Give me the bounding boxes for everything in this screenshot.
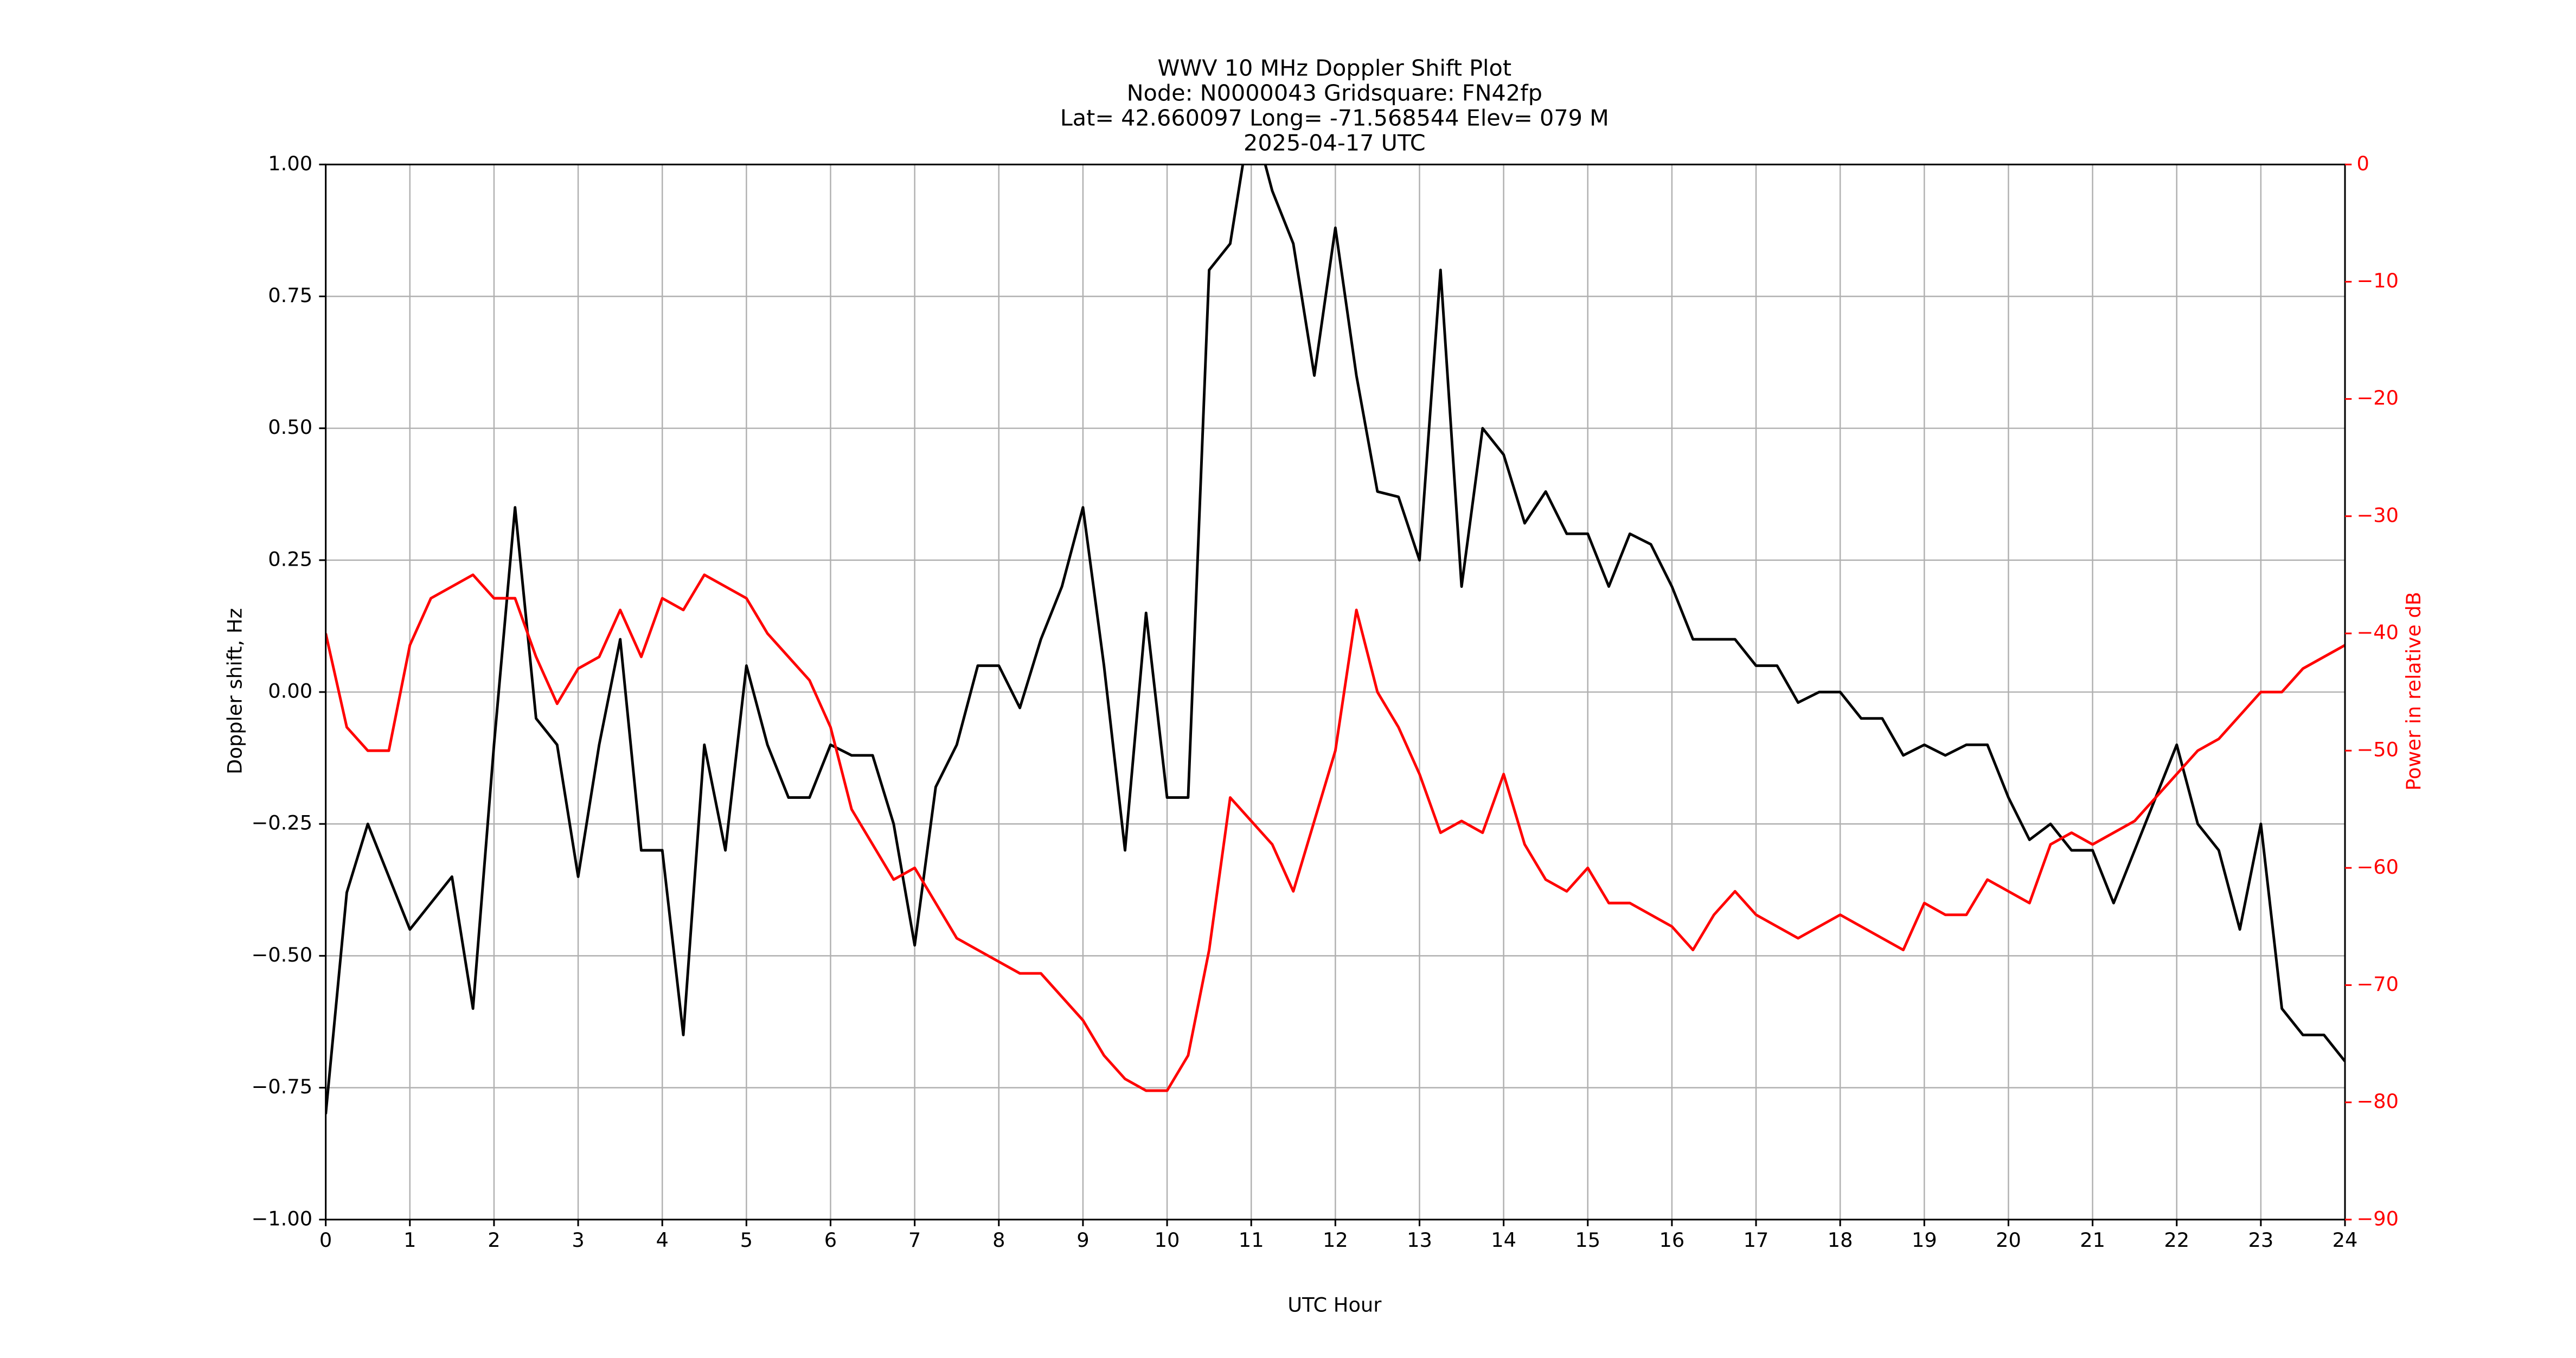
x-tick-label: 13 [1407, 1228, 1432, 1252]
data-line [325, 573, 2346, 1092]
y2-tick-label: −40 [2356, 620, 2399, 644]
x-axis-label: UTC Hour [1287, 1293, 1382, 1317]
y2-tick-label: −30 [2356, 503, 2399, 527]
x-tick-label: 21 [2080, 1228, 2105, 1252]
y2-tick-label: −10 [2356, 269, 2399, 292]
y-tick-label: −0.50 [251, 943, 312, 966]
x-tick-label: 12 [1323, 1228, 1348, 1252]
y-tick-label: 1.00 [268, 152, 312, 175]
y2-tick-label: −70 [2356, 972, 2399, 996]
chart-title: Node: N0000043 Gridsquare: FN42fp [1127, 80, 1542, 106]
x-tick-label: 9 [1076, 1228, 1089, 1252]
y2-axis-label: Power in relative dB [2402, 592, 2425, 791]
y2-tick-label: −90 [2356, 1207, 2399, 1230]
y2-tick-label: −20 [2356, 386, 2399, 409]
y-tick-label: −0.75 [251, 1075, 312, 1098]
x-tick-label: 3 [572, 1228, 584, 1252]
y-tick-label: 0.25 [268, 547, 312, 571]
x-tick-label: 24 [2333, 1228, 2358, 1252]
y-tick-label: 0.00 [268, 680, 312, 703]
x-tick-label: 6 [824, 1228, 837, 1252]
y-tick-label: −1.00 [251, 1207, 312, 1230]
y-tick-label: −0.25 [251, 811, 312, 835]
x-tick-label: 16 [1659, 1228, 1685, 1252]
x-tick-label: 11 [1239, 1228, 1264, 1252]
x-tick-label: 8 [992, 1228, 1005, 1252]
y2-tick-label: −50 [2356, 738, 2399, 761]
x-tick-label: 14 [1491, 1228, 1516, 1252]
x-tick-label: 18 [1828, 1228, 1853, 1252]
x-tick-label: 20 [1996, 1228, 2021, 1252]
data-line [325, 164, 2346, 1114]
x-tick-label: 23 [2248, 1228, 2274, 1252]
x-tick-label: 5 [740, 1228, 753, 1252]
y2-tick-label: −60 [2356, 855, 2399, 879]
x-tick-label: 22 [2164, 1228, 2189, 1252]
x-tick-label: 2 [488, 1228, 500, 1252]
y-tick-label: 0.75 [268, 284, 312, 307]
y-axis-label: Doppler shift, Hz [223, 608, 247, 774]
x-tick-label: 7 [908, 1228, 921, 1252]
x-tick-label: 17 [1744, 1228, 1769, 1252]
x-tick-label: 1 [403, 1228, 416, 1252]
x-tick-label: 19 [1912, 1228, 1937, 1252]
y2-tick-label: −80 [2356, 1090, 2399, 1113]
y2-tick-label: 0 [2356, 152, 2369, 175]
chart-title: WWV 10 MHz Doppler Shift Plot [1158, 55, 1512, 81]
chart-title: Lat= 42.660097 Long= -71.568544 Elev= 07… [1060, 105, 1609, 131]
x-tick-label: 10 [1155, 1228, 1180, 1252]
y-tick-label: 0.50 [268, 415, 312, 439]
x-tick-label: 15 [1575, 1228, 1600, 1252]
x-tick-label: 4 [656, 1228, 669, 1252]
chart-title: 2025-04-17 UTC [1244, 130, 1426, 156]
x-tick-label: 0 [319, 1228, 332, 1252]
